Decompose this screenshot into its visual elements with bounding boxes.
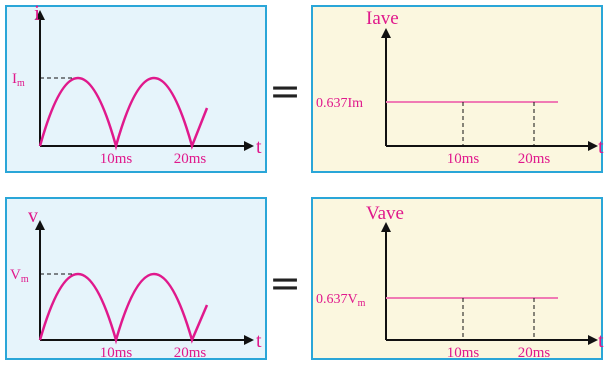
y-axis-label: Iave xyxy=(366,8,399,29)
tick-label-10ms: 10ms xyxy=(100,345,133,361)
x-axis-label: t xyxy=(598,136,604,158)
x-axis-label: t xyxy=(256,136,262,158)
full-wave-rectified-voltage xyxy=(38,273,209,345)
equals-sign: = xyxy=(269,69,301,113)
tick-label-20ms: 20ms xyxy=(518,345,551,361)
equals-sign: = xyxy=(269,261,301,305)
tick-label-10ms: 10ms xyxy=(447,151,480,167)
y-axis-label: v xyxy=(28,205,38,227)
y-axis-label: Vave xyxy=(366,203,404,224)
peak-label: Vm xyxy=(10,267,29,285)
tick-label-20ms: 20ms xyxy=(518,151,551,167)
panel-frame xyxy=(311,197,603,360)
y-axis-label: i xyxy=(34,0,40,25)
full-wave-rectified-current xyxy=(38,77,209,151)
tick-label-10ms: 10ms xyxy=(447,345,480,361)
voltage-average-panel: Vave 0.637Vm 10ms 20ms t xyxy=(311,197,604,361)
peak-label: Im xyxy=(12,71,25,89)
x-axis-label: t xyxy=(256,330,262,352)
panel-frame xyxy=(5,197,267,360)
x-axis-label: t xyxy=(598,330,604,352)
tick-label-20ms: 20ms xyxy=(174,151,207,167)
panel-frame xyxy=(5,5,267,173)
current-average-panel: Iave 0.637Im 10ms 20ms t xyxy=(311,5,604,173)
current-waveform-panel: i Im 10ms 20ms t xyxy=(5,0,267,173)
average-level-label: 0.637Vm xyxy=(316,292,366,309)
tick-label-20ms: 20ms xyxy=(174,345,207,361)
panel-frame xyxy=(311,5,603,173)
average-level-label: 0.637Im xyxy=(316,96,363,111)
voltage-waveform-panel: v Vm 10ms 20ms t xyxy=(5,197,267,361)
tick-label-10ms: 10ms xyxy=(100,151,133,167)
